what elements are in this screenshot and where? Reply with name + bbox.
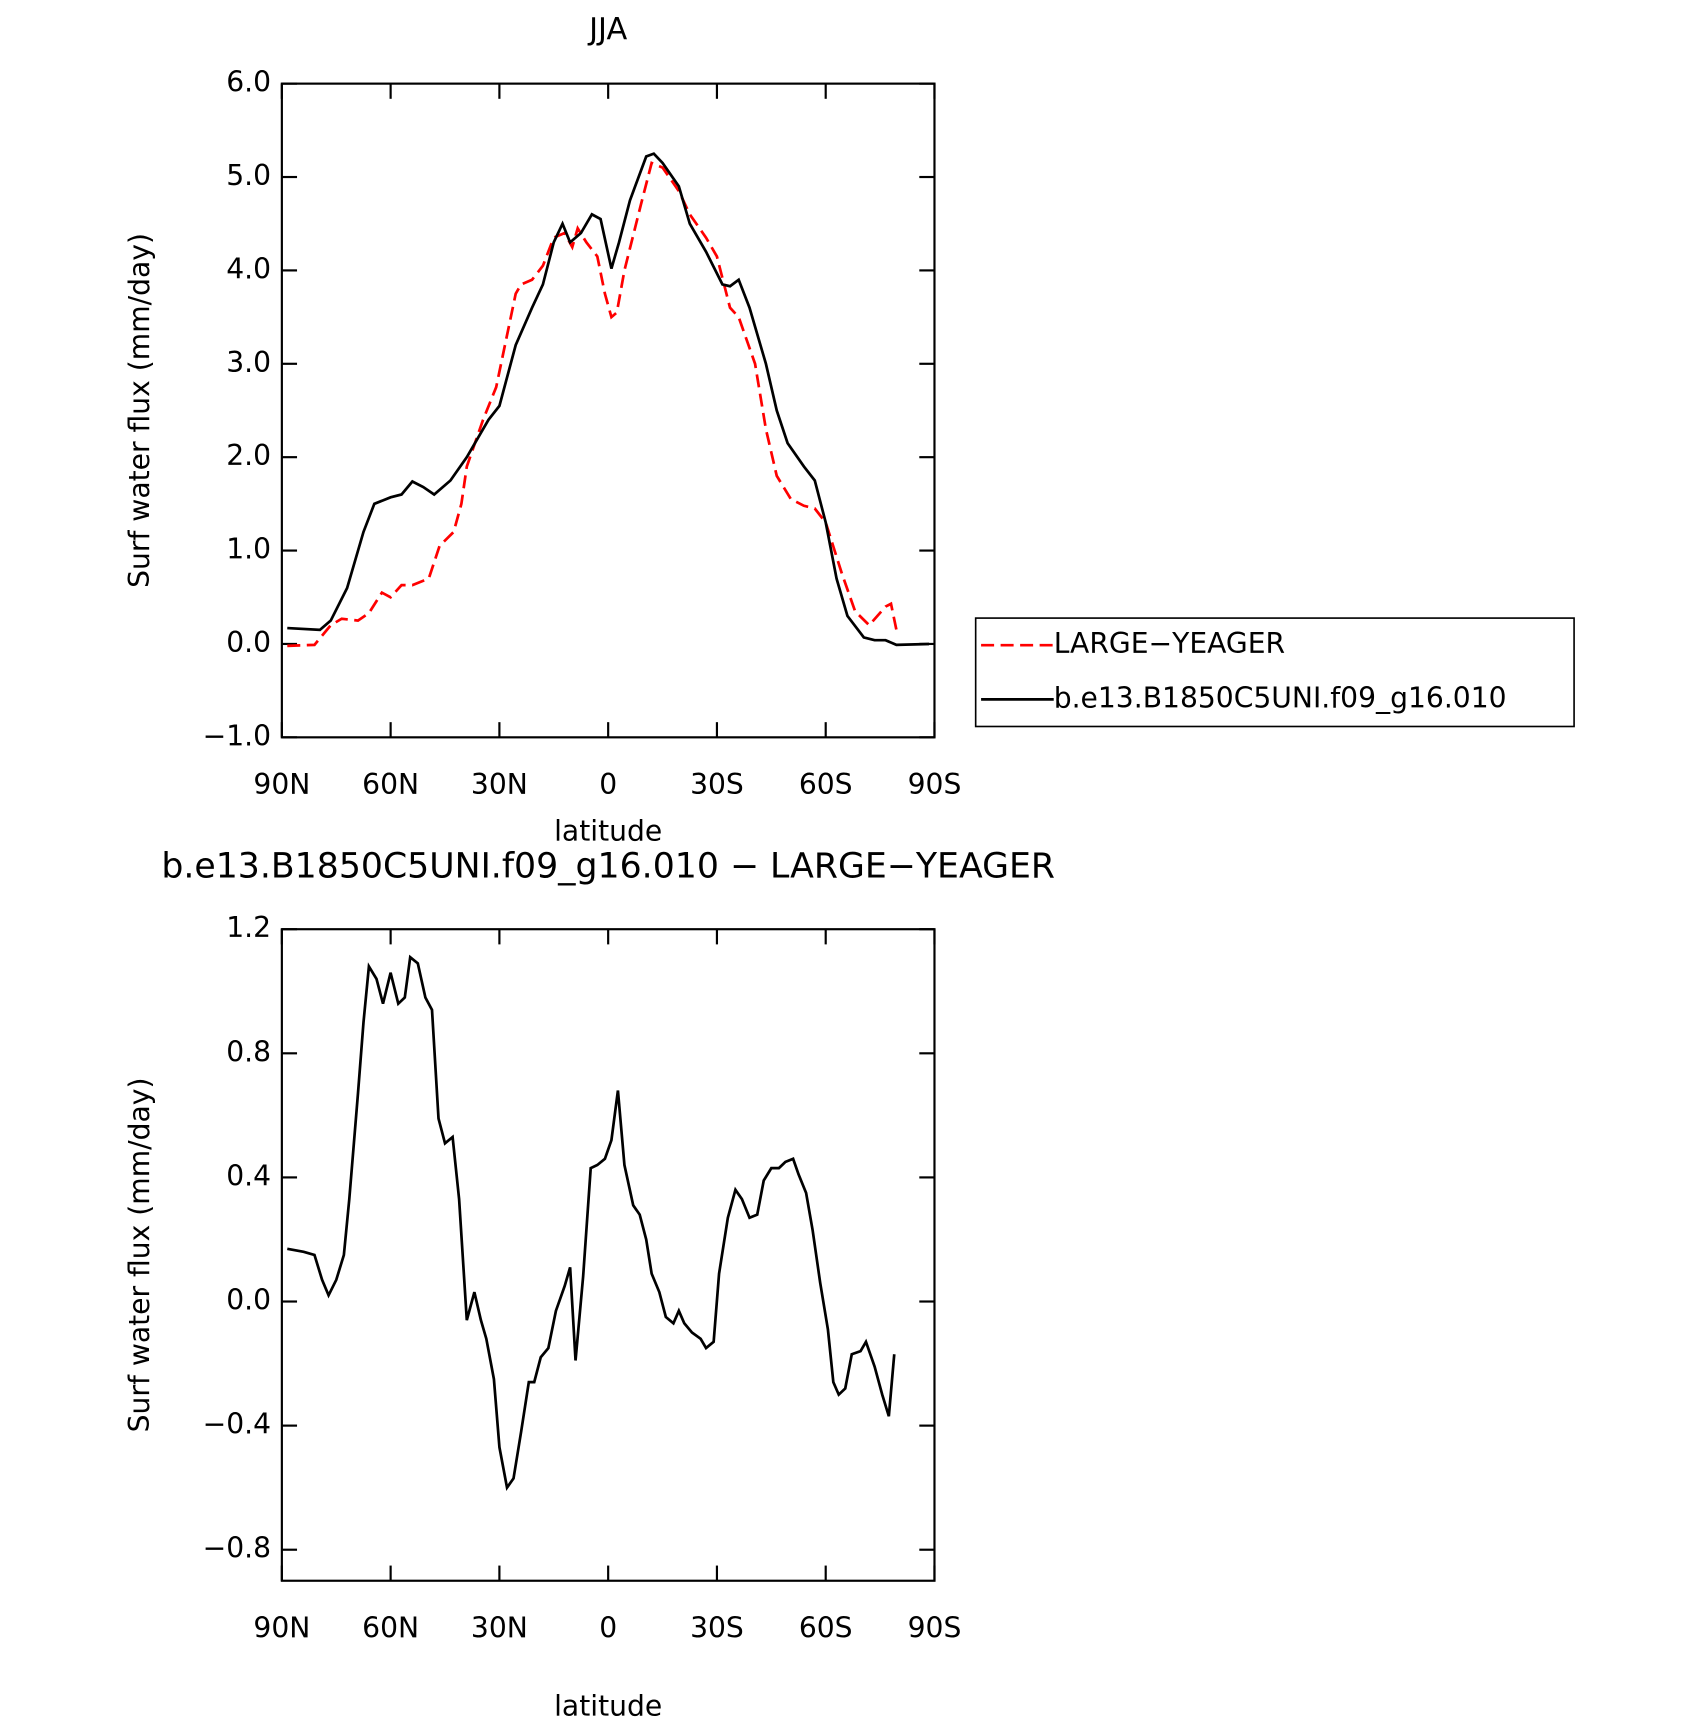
- y-tick-label: 0.0: [226, 626, 271, 659]
- legend-box: [974, 617, 1575, 728]
- y-axis-label: Surf water flux (mm/day): [123, 1078, 156, 1433]
- x-tick-label: 90S: [908, 768, 962, 801]
- data-line: [287, 954, 896, 1492]
- y-tick-label: −0.4: [203, 1408, 271, 1441]
- y-tick-label: 3.0: [226, 346, 271, 379]
- data-line: [287, 152, 930, 647]
- y-tick-label: 2.0: [226, 439, 271, 472]
- legend-label: b.e13.B1850C5UNI.f09_g16.010: [1054, 681, 1507, 714]
- x-tick-label: 60S: [799, 1612, 853, 1645]
- x-axis-label: latitude: [554, 1690, 662, 1723]
- x-tick-label: 60S: [799, 768, 853, 801]
- data-line: [287, 161, 898, 648]
- plot-frame: [280, 928, 936, 1582]
- y-tick-label: 1.0: [226, 533, 271, 566]
- y-tick-label: 0.0: [226, 1284, 271, 1317]
- y-axis-label: Surf water flux (mm/day): [123, 233, 156, 588]
- y-tick-label: 4.0: [226, 252, 271, 285]
- chart-title: JJA: [587, 12, 627, 47]
- y-tick-label: 5.0: [226, 159, 271, 192]
- x-axis-label: latitude: [554, 815, 662, 848]
- y-tick-label: −0.8: [203, 1532, 271, 1565]
- y-tick-label: 1.2: [226, 911, 271, 944]
- y-tick-label: 0.4: [226, 1159, 271, 1192]
- x-tick-label: 60N: [362, 1612, 419, 1645]
- x-tick-label: 30S: [690, 1612, 744, 1645]
- x-tick-label: 90S: [908, 1612, 962, 1645]
- plot-frame: [280, 82, 936, 739]
- x-tick-label: 90N: [253, 768, 310, 801]
- x-tick-label: 30N: [471, 1612, 528, 1645]
- x-tick-label: 0: [599, 1612, 617, 1645]
- legend-label: LARGE−YEAGER: [1054, 627, 1285, 660]
- x-tick-label: 30S: [690, 768, 744, 801]
- x-tick-label: 60N: [362, 768, 419, 801]
- y-tick-label: 0.8: [226, 1035, 271, 1068]
- x-tick-label: 90N: [253, 1612, 310, 1645]
- chart-title: b.e13.B1850C5UNI.f09_g16.010 − LARGE−YEA…: [161, 846, 1055, 886]
- y-tick-label: −1.0: [203, 719, 271, 752]
- x-tick-label: 30N: [471, 768, 528, 801]
- y-tick-label: 6.0: [226, 66, 271, 99]
- x-tick-label: 0: [599, 768, 617, 801]
